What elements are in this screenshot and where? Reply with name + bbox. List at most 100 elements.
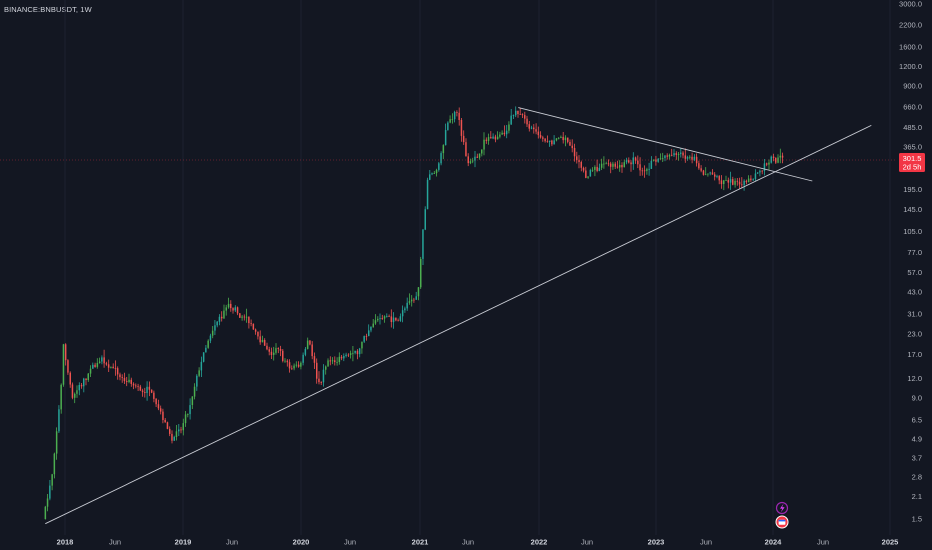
candle-body <box>232 308 234 311</box>
candle-body <box>69 372 71 385</box>
candle-body <box>234 307 236 311</box>
time-tick-label: 2021 <box>412 538 429 547</box>
candle-body <box>67 360 69 373</box>
price-tick-label: 195.0 <box>903 185 922 194</box>
candle-body <box>388 316 390 317</box>
candle-body <box>291 368 293 370</box>
candle-body <box>738 181 741 185</box>
candle-body <box>702 170 705 175</box>
candle-body <box>76 390 78 394</box>
candle-body <box>528 124 530 129</box>
candle-body <box>71 384 74 398</box>
candle-body <box>725 180 727 181</box>
candle-body <box>182 423 184 431</box>
candle-body <box>295 364 298 366</box>
candle-body <box>257 331 259 337</box>
candle-body <box>648 168 650 170</box>
candle-body <box>424 209 426 230</box>
price-axis[interactable]: 3000.0 2200.0 1600.0 1200.0 900.0 660.0 485.0 3… <box>899 0 922 524</box>
price-tick-label: 1.5 <box>912 515 922 524</box>
candle-body <box>316 362 318 379</box>
price-tick-label: 145.0 <box>903 205 922 214</box>
candle-body <box>311 344 313 357</box>
candle-body <box>370 326 372 331</box>
last-price-badge: 301.5 2d 5h <box>899 153 925 173</box>
candle-body <box>46 498 49 507</box>
candle-body <box>496 136 499 140</box>
candle-body <box>589 170 592 177</box>
candle-body <box>492 136 494 139</box>
candle-body <box>175 431 178 437</box>
candle-body <box>306 340 309 349</box>
trendline[interactable] <box>45 124 872 525</box>
candle-body <box>92 364 94 369</box>
time-tick-label: 2024 <box>765 538 783 547</box>
candle-body <box>684 155 687 159</box>
candle-body <box>736 180 739 182</box>
candle-body <box>578 160 580 162</box>
candle-body <box>358 348 361 355</box>
candle-body <box>612 163 614 167</box>
candle-body <box>720 180 723 185</box>
trendlines[interactable] <box>45 107 872 525</box>
candle-body <box>415 296 417 300</box>
price-tick-label: 31.0 <box>907 310 922 319</box>
candle-body <box>420 259 422 288</box>
candle-body <box>632 157 634 165</box>
candle-body <box>105 363 108 365</box>
candle-body <box>754 173 757 180</box>
candle-body <box>110 366 112 368</box>
candle-body <box>652 159 655 161</box>
candle-body <box>440 153 442 164</box>
time-tick-label: 2025 <box>882 538 899 547</box>
calendar-flag-icon[interactable] <box>775 515 789 529</box>
candle-body <box>777 157 779 163</box>
candle-body <box>542 137 544 139</box>
candle-body <box>397 320 399 322</box>
candle-body <box>74 393 76 398</box>
candle-body <box>101 357 103 362</box>
candle-body <box>519 114 521 115</box>
candle-body <box>766 163 768 165</box>
candle-body <box>666 155 668 157</box>
candle-body <box>347 354 350 356</box>
time-axis[interactable]: 2018 Jun 2019 Jun 2020 Jun 2021 Jun 2022 Jun 2023 J… <box>57 538 899 547</box>
candle-body <box>103 357 105 364</box>
candle-body <box>465 142 467 157</box>
candle-body <box>51 474 53 486</box>
candle-body <box>761 170 763 172</box>
lightning-icon[interactable] <box>775 501 789 515</box>
candle-body <box>594 166 596 170</box>
candle-body <box>551 140 553 145</box>
candle-body <box>526 118 528 125</box>
candle-body <box>560 136 562 138</box>
candle-body <box>309 340 311 345</box>
candle-body <box>655 159 657 162</box>
candle-body <box>426 179 429 210</box>
candle-body <box>759 170 761 173</box>
candle-body <box>768 162 770 165</box>
candle-body <box>146 386 148 393</box>
candle-body <box>223 310 225 319</box>
candle-body <box>155 398 157 405</box>
candle-body <box>456 112 458 113</box>
candle-body <box>431 173 433 175</box>
candle-body <box>573 148 576 157</box>
candle-body <box>386 316 388 317</box>
price-tick-label: 4.9 <box>912 435 922 444</box>
candle-body <box>689 156 691 158</box>
candle-body <box>772 156 775 158</box>
price-tick-label: 900.0 <box>903 81 922 90</box>
trendline[interactable] <box>518 107 813 182</box>
candle-body <box>546 141 549 143</box>
candle-body <box>675 153 677 155</box>
price-tick-label: 3.7 <box>912 454 922 463</box>
time-tick-label: 2023 <box>648 538 665 547</box>
candle-body <box>381 318 383 319</box>
last-price-label: 301.5 <box>903 154 922 163</box>
candle-body <box>343 356 345 359</box>
candle-body <box>304 348 307 355</box>
candle-body <box>438 163 440 170</box>
candle-body <box>200 361 203 371</box>
